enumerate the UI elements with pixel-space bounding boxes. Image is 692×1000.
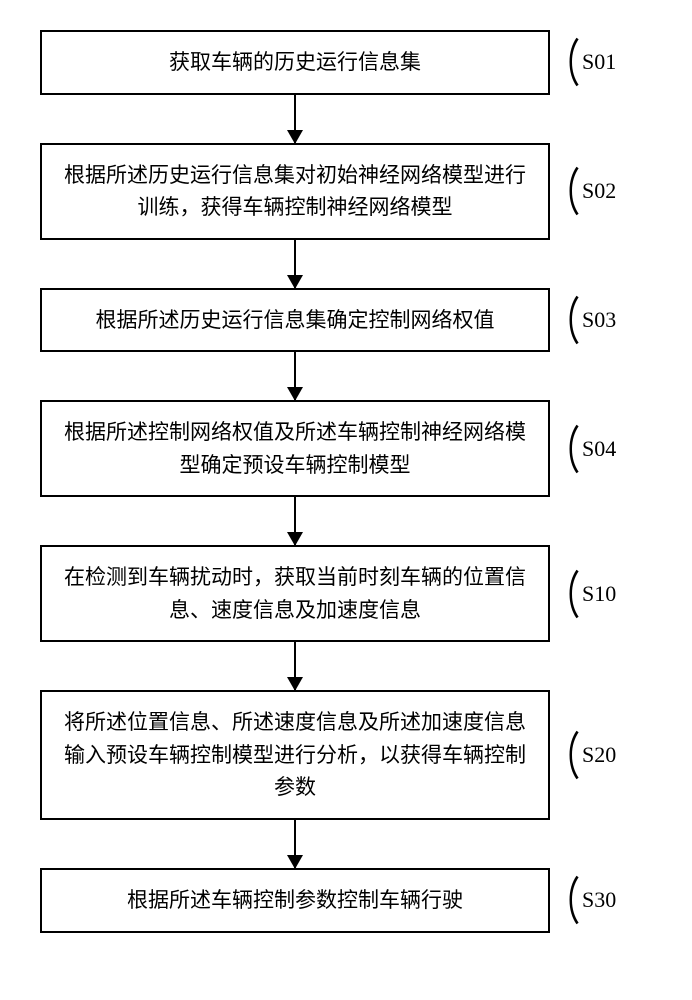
flow-step-row: 根据所述控制网络权值及所述车辆控制神经网络模型确定预设车辆控制模型 ︶ S04 bbox=[40, 400, 652, 497]
bracket-icon: ︶ bbox=[544, 37, 578, 88]
step-label: S02 bbox=[582, 178, 616, 204]
flow-arrow bbox=[40, 240, 550, 288]
step-label: S01 bbox=[582, 49, 616, 75]
flow-arrow bbox=[40, 820, 550, 868]
node-text: 根据所述历史运行信息集对初始神经网络模型进行训练，获得车辆控制神经网络模型 bbox=[62, 159, 528, 224]
flow-node-s20: 将所述位置信息、所述速度信息及所述加速度信息输入预设车辆控制模型进行分析，以获得… bbox=[40, 690, 550, 820]
flow-node-s01: 获取车辆的历史运行信息集 bbox=[40, 30, 550, 95]
bracket-icon: ︶ bbox=[544, 166, 578, 217]
bracket-icon: ︶ bbox=[544, 875, 578, 926]
node-text: 根据所述历史运行信息集确定控制网络权值 bbox=[96, 304, 495, 337]
label-connector: ︶ S01 bbox=[550, 45, 640, 79]
flow-arrow bbox=[40, 352, 550, 400]
node-text: 将所述位置信息、所述速度信息及所述加速度信息输入预设车辆控制模型进行分析，以获得… bbox=[62, 706, 528, 804]
step-label: S20 bbox=[582, 742, 616, 768]
bracket-icon: ︶ bbox=[544, 730, 578, 781]
flow-arrow bbox=[40, 642, 550, 690]
flow-step-row: 在检测到车辆扰动时，获取当前时刻车辆的位置信息、速度信息及加速度信息 ︶ S10 bbox=[40, 545, 652, 642]
step-label: S03 bbox=[582, 307, 616, 333]
bracket-icon: ︶ bbox=[544, 568, 578, 619]
label-connector: ︶ S30 bbox=[550, 883, 640, 917]
node-text: 在检测到车辆扰动时，获取当前时刻车辆的位置信息、速度信息及加速度信息 bbox=[62, 561, 528, 626]
step-label: S10 bbox=[582, 581, 616, 607]
node-text: 获取车辆的历史运行信息集 bbox=[169, 46, 421, 79]
node-text: 根据所述控制网络权值及所述车辆控制神经网络模型确定预设车辆控制模型 bbox=[62, 416, 528, 481]
flow-arrow bbox=[40, 497, 550, 545]
label-connector: ︶ S10 bbox=[550, 577, 640, 611]
step-label: S04 bbox=[582, 436, 616, 462]
label-connector: ︶ S03 bbox=[550, 303, 640, 337]
flow-step-row: 将所述位置信息、所述速度信息及所述加速度信息输入预设车辆控制模型进行分析，以获得… bbox=[40, 690, 652, 820]
bracket-icon: ︶ bbox=[544, 294, 578, 345]
flow-node-s30: 根据所述车辆控制参数控制车辆行驶 bbox=[40, 868, 550, 933]
flow-node-s02: 根据所述历史运行信息集对初始神经网络模型进行训练，获得车辆控制神经网络模型 bbox=[40, 143, 550, 240]
flow-arrow bbox=[40, 95, 550, 143]
node-text: 根据所述车辆控制参数控制车辆行驶 bbox=[127, 884, 463, 917]
flow-node-s10: 在检测到车辆扰动时，获取当前时刻车辆的位置信息、速度信息及加速度信息 bbox=[40, 545, 550, 642]
label-connector: ︶ S20 bbox=[550, 738, 640, 772]
flow-node-s03: 根据所述历史运行信息集确定控制网络权值 bbox=[40, 288, 550, 353]
flow-node-s04: 根据所述控制网络权值及所述车辆控制神经网络模型确定预设车辆控制模型 bbox=[40, 400, 550, 497]
label-connector: ︶ S04 bbox=[550, 432, 640, 466]
flow-step-row: 根据所述历史运行信息集对初始神经网络模型进行训练，获得车辆控制神经网络模型 ︶ … bbox=[40, 143, 652, 240]
flow-step-row: 获取车辆的历史运行信息集 ︶ S01 bbox=[40, 30, 652, 95]
bracket-icon: ︶ bbox=[544, 423, 578, 474]
label-connector: ︶ S02 bbox=[550, 174, 640, 208]
step-label: S30 bbox=[582, 887, 616, 913]
flow-step-row: 根据所述历史运行信息集确定控制网络权值 ︶ S03 bbox=[40, 288, 652, 353]
flowchart-container: 获取车辆的历史运行信息集 ︶ S01 根据所述历史运行信息集对初始神经网络模型进… bbox=[40, 30, 652, 933]
flow-step-row: 根据所述车辆控制参数控制车辆行驶 ︶ S30 bbox=[40, 868, 652, 933]
